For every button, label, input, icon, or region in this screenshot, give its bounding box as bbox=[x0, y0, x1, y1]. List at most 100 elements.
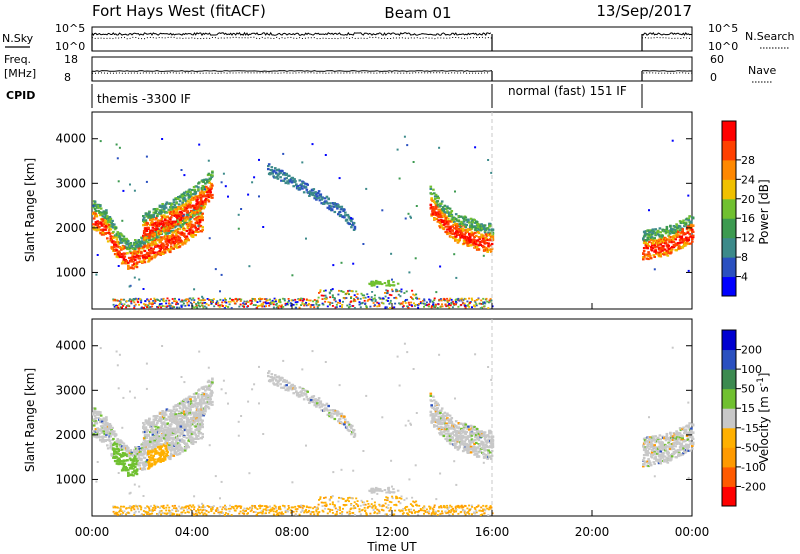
velocity-echo-cell bbox=[196, 418, 199, 421]
velocity-echo-cell bbox=[184, 413, 187, 416]
power-echo-cell bbox=[470, 297, 473, 300]
power-echo-cell bbox=[461, 222, 464, 225]
velocity-echo-cell bbox=[202, 387, 205, 390]
power-echo-cell bbox=[166, 297, 169, 300]
power-echo-cell bbox=[159, 209, 163, 212]
power-echo-cell bbox=[322, 303, 325, 306]
velocity-echo-cell bbox=[191, 395, 194, 399]
power-echo-cell bbox=[121, 262, 125, 265]
power-echo-cell bbox=[451, 229, 454, 232]
power-echo-cell bbox=[199, 199, 203, 202]
power-echo-cell bbox=[401, 303, 404, 305]
velocity-echo-cell bbox=[210, 389, 213, 393]
velocity-echo-cell bbox=[198, 388, 201, 391]
power-echo-cell bbox=[478, 223, 482, 226]
power-echo-cell bbox=[163, 225, 167, 228]
power-echo-cell bbox=[162, 224, 165, 227]
power-echo-cell bbox=[178, 306, 181, 309]
power-echo-cell bbox=[240, 208, 243, 210]
power-echo-cell bbox=[100, 233, 104, 236]
power-echo-cell bbox=[668, 247, 671, 250]
power-echo-cell bbox=[169, 235, 172, 238]
velocity-echo-cell bbox=[177, 420, 181, 423]
power-echo-cell bbox=[148, 234, 151, 238]
power-echo-cell bbox=[163, 305, 166, 308]
velocity-echo-cell bbox=[200, 414, 204, 417]
power-echo-cell bbox=[317, 296, 320, 299]
power-echo-cell bbox=[303, 304, 306, 307]
power-echo-cell bbox=[93, 200, 97, 203]
velocity-echo-cell bbox=[169, 413, 172, 416]
velocity-echo-cell bbox=[120, 454, 123, 457]
velocity-echo-cell bbox=[274, 383, 277, 386]
velocity-echo-cell bbox=[187, 404, 191, 407]
velocity-echo-cell bbox=[158, 453, 162, 456]
velocity-echo-cell bbox=[172, 408, 176, 411]
velocity-echo-cell bbox=[100, 440, 104, 443]
power-echo-cell bbox=[173, 242, 176, 245]
power-echo-cell bbox=[456, 230, 460, 233]
velocity-echo-cell bbox=[180, 418, 184, 421]
power-echo-cell bbox=[143, 258, 147, 261]
power-echo-cell bbox=[157, 231, 161, 234]
velocity-echo-cell bbox=[191, 442, 195, 445]
velocity-echo-cell bbox=[197, 393, 200, 396]
velocity-echo-cell bbox=[107, 430, 111, 434]
power-echo-cell bbox=[106, 220, 110, 223]
power-echo-cell bbox=[455, 225, 459, 228]
power-echo-cell bbox=[470, 232, 474, 235]
power-echo-cell bbox=[104, 214, 107, 217]
power-echo-cell bbox=[144, 304, 147, 307]
power-echo-cell bbox=[452, 302, 455, 305]
power-echo-cell bbox=[104, 220, 107, 223]
power-echo-cell bbox=[186, 237, 190, 240]
velocity-echo-cell bbox=[200, 411, 204, 414]
velocity-echo-cell bbox=[158, 418, 162, 421]
power-echo-cell bbox=[248, 265, 251, 268]
power-echo-cell bbox=[314, 196, 317, 199]
power-echo-cell bbox=[423, 299, 426, 302]
power-echo-cell bbox=[440, 202, 443, 205]
power-echo-cell bbox=[305, 301, 308, 304]
power-echo-cell bbox=[174, 245, 177, 248]
power-echo-cell bbox=[128, 250, 132, 253]
power-echo-cell bbox=[488, 228, 491, 231]
power-echo-cell bbox=[132, 298, 135, 300]
power-echo-cell bbox=[642, 258, 645, 261]
power-echo-cell bbox=[197, 222, 201, 225]
power-echo-cell bbox=[163, 214, 166, 217]
power-echo-cell bbox=[370, 281, 373, 284]
power-echo-cell bbox=[359, 306, 362, 309]
power-echo-cell bbox=[660, 238, 663, 241]
power-echo-cell bbox=[392, 284, 395, 287]
power-echo-cell bbox=[299, 187, 302, 190]
power-echo-cell bbox=[176, 221, 180, 224]
power-echo-cell bbox=[459, 226, 462, 228]
power-echo-cell bbox=[457, 240, 461, 243]
velocity-echo-cell bbox=[123, 453, 127, 456]
power-echo-cell bbox=[689, 229, 692, 232]
power-echo-cell bbox=[155, 236, 159, 239]
velocity-echo-cell bbox=[115, 439, 119, 442]
power-echo-cell bbox=[449, 232, 453, 235]
velocity-echo-cell bbox=[101, 422, 105, 425]
power-echo-cell bbox=[290, 304, 293, 307]
power-echo-cell bbox=[666, 243, 670, 246]
power-echo-cell bbox=[383, 282, 387, 284]
power-echo-cell bbox=[487, 242, 490, 245]
power-echo-cell bbox=[122, 189, 125, 192]
power-echo-cell bbox=[196, 196, 199, 199]
power-echo-cell bbox=[658, 248, 662, 251]
power-echo-cell bbox=[148, 236, 151, 239]
power-echo-cell bbox=[463, 302, 466, 305]
power-echo-cell bbox=[448, 207, 452, 210]
power-echo-cell bbox=[404, 299, 407, 301]
power-echo-cell bbox=[659, 253, 663, 256]
power-echo-cell bbox=[344, 211, 347, 214]
velocity-echo-cell bbox=[174, 432, 177, 435]
velocity-echo-cell bbox=[194, 411, 198, 414]
noise-right-tick-top: 10^5 bbox=[708, 22, 738, 35]
power-echo-cell bbox=[408, 271, 411, 274]
power-echo-cell bbox=[350, 296, 353, 298]
